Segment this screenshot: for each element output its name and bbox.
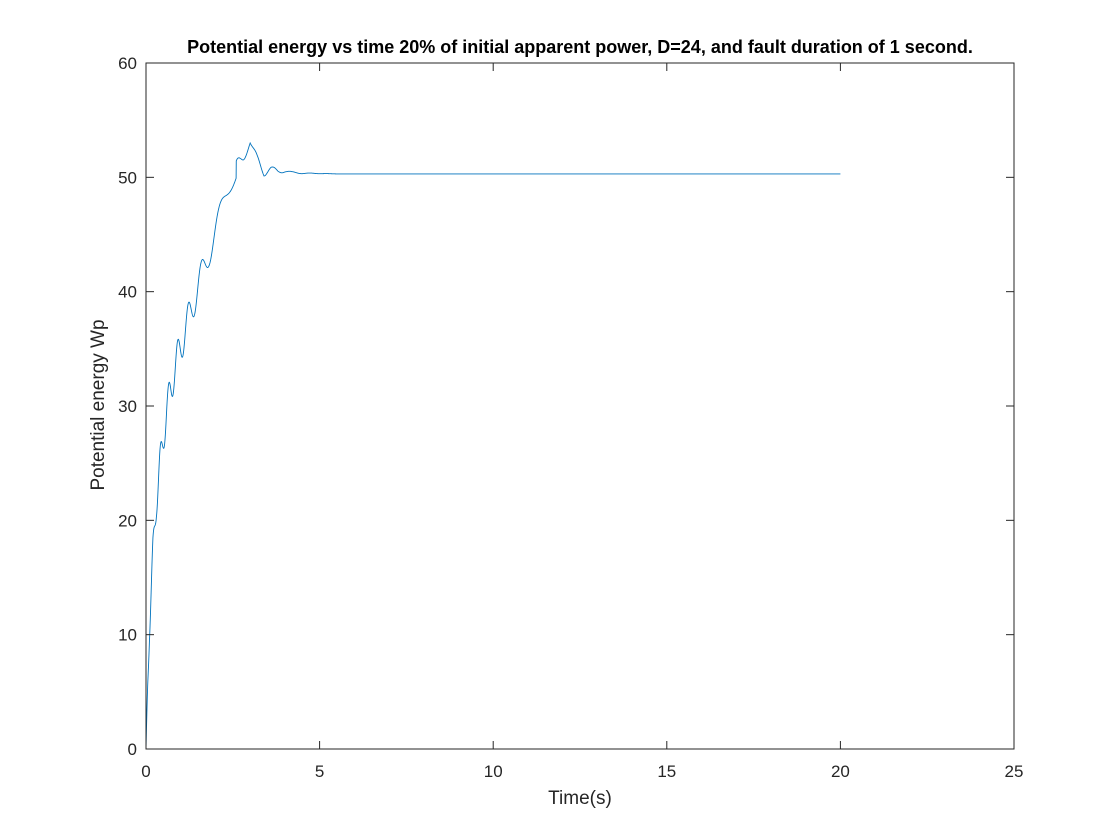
y-tick-label: 30	[118, 397, 137, 416]
x-tick-label: 25	[1005, 762, 1024, 781]
y-axis-label: Potential energy Wp	[88, 319, 109, 490]
y-tick-label: 10	[118, 626, 137, 645]
x-tick-label: 20	[831, 762, 850, 781]
series-line-0	[145, 141, 841, 750]
plot-area	[145, 141, 841, 750]
y-tick-label: 0	[128, 740, 137, 759]
y-tick-label: 20	[118, 511, 137, 530]
x-tick-label: 10	[484, 762, 503, 781]
y-tick-label: 60	[118, 54, 137, 73]
x-tick-label: 15	[657, 762, 676, 781]
x-tick-label: 5	[315, 762, 324, 781]
x-tick-label: 0	[141, 762, 150, 781]
y-tick-label: 40	[118, 283, 137, 302]
chart-title: Potential energy vs time 20% of initial …	[187, 37, 973, 57]
y-tick-label: 50	[118, 168, 137, 187]
tick-marks: 0 5 10 15 20 25 0 10 20 30 40 50 60	[118, 54, 1023, 781]
x-axis-label: Time(s)	[548, 788, 612, 809]
